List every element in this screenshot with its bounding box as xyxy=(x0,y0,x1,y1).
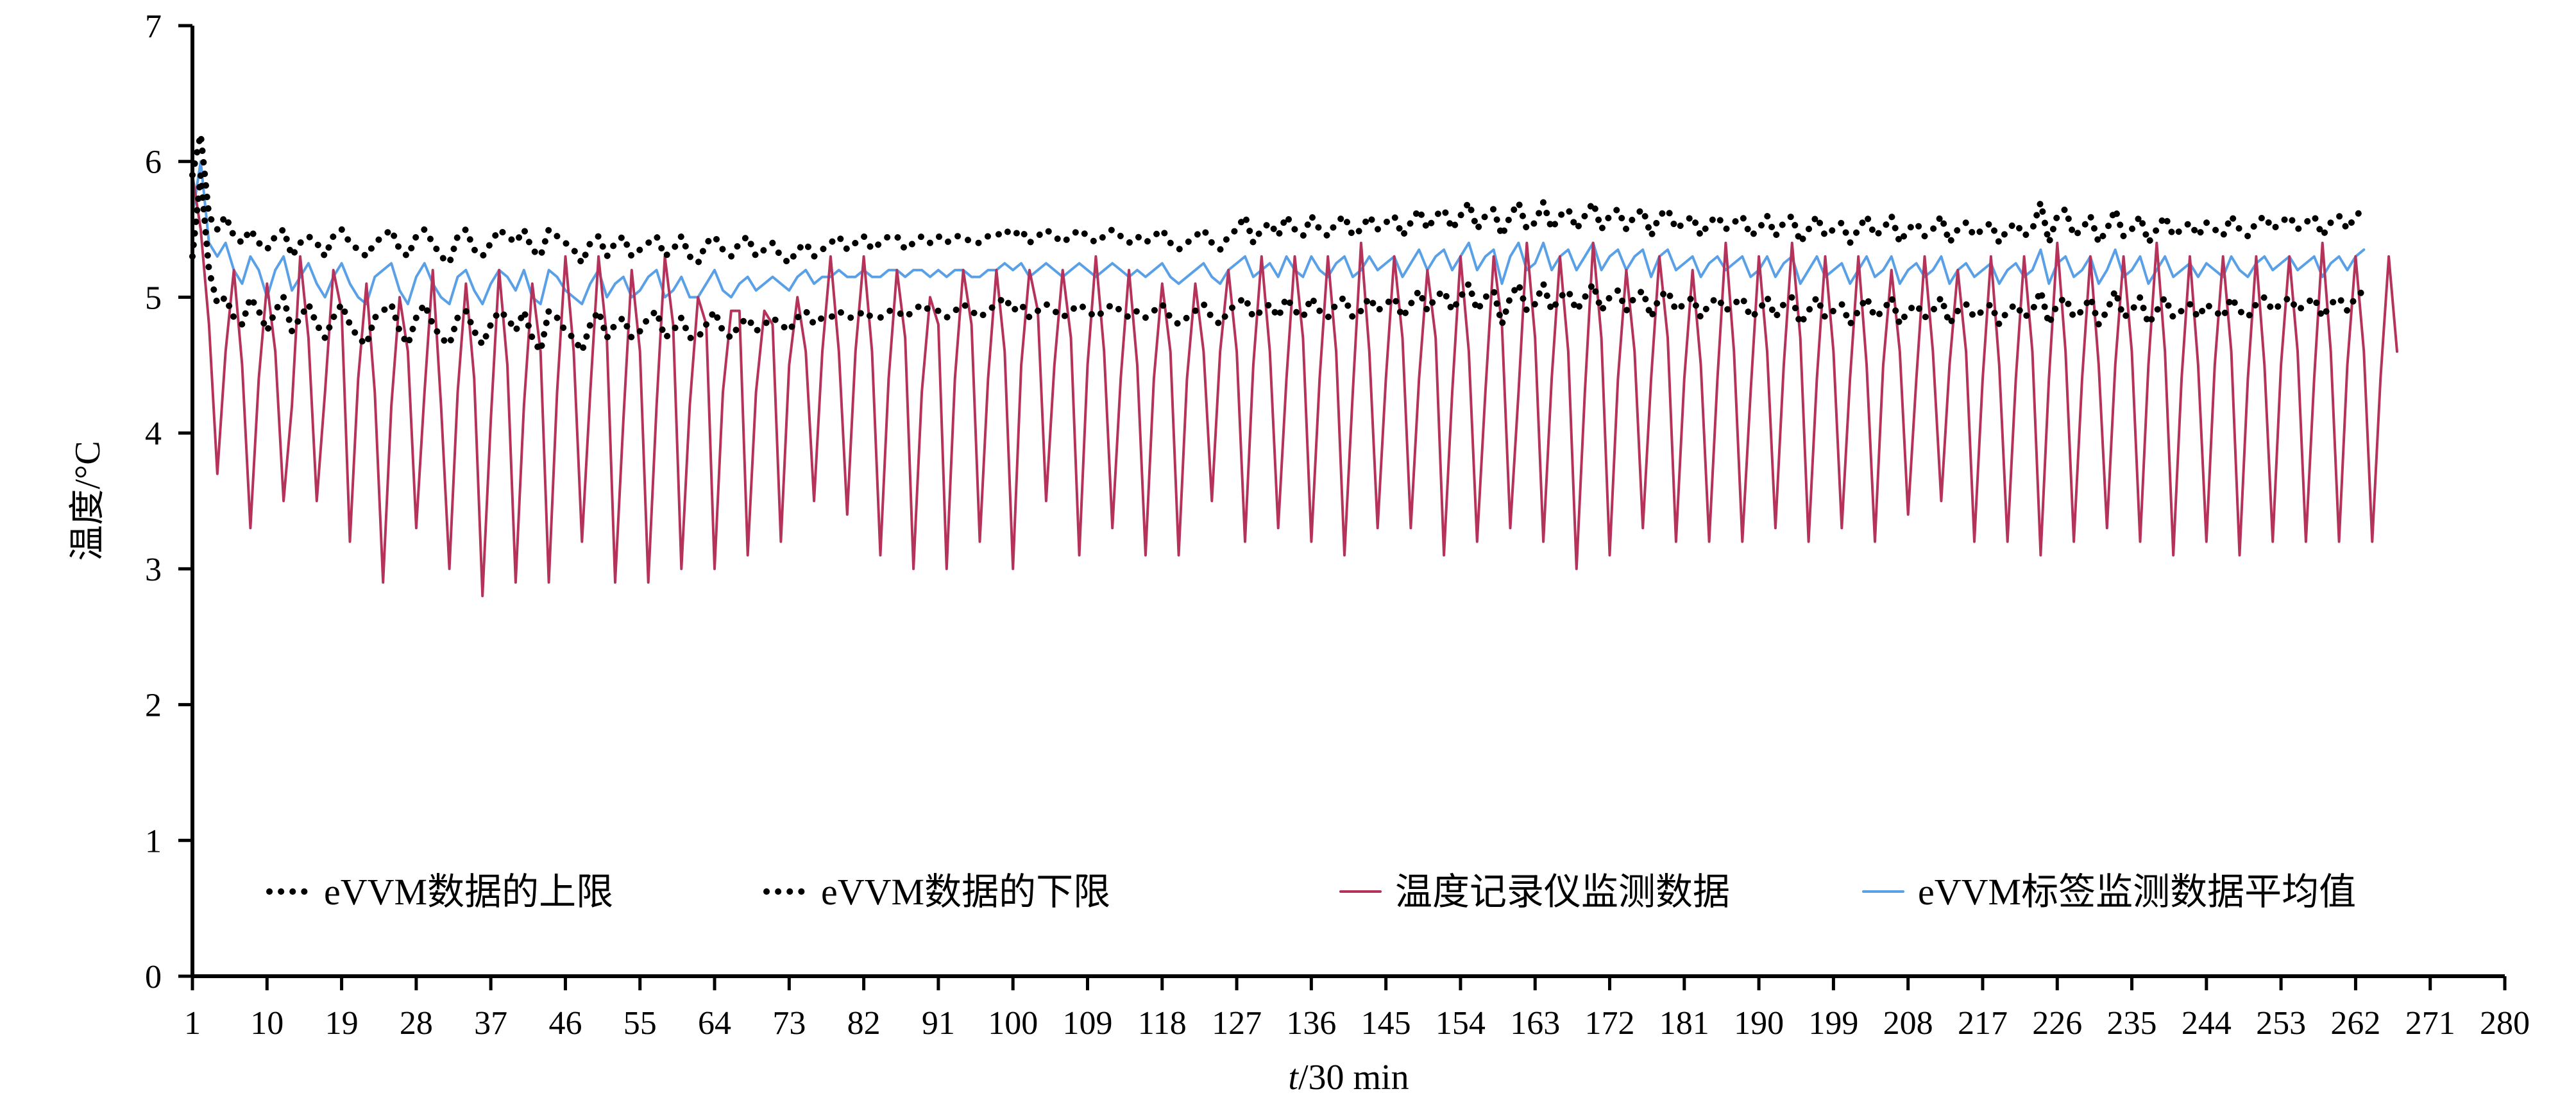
y-tick-label: 1 xyxy=(145,823,162,859)
y-ticks: 0 1 2 3 4 5 6 7 xyxy=(145,8,192,995)
series-line-1 xyxy=(189,131,2368,267)
x-tick-label: 55 xyxy=(623,1005,657,1042)
x-tick-label: 271 xyxy=(2405,1005,2455,1042)
x-tick-label: 145 xyxy=(1361,1005,1411,1042)
legend-label-2: eVVM数据的下限 xyxy=(821,871,1110,913)
y-tick-label: 4 xyxy=(145,416,162,452)
y-tick-label: 7 xyxy=(145,8,162,45)
x-tick-label: 262 xyxy=(2330,1005,2380,1042)
x-tick-label: 136 xyxy=(1286,1005,1336,1042)
x-tick-label: 244 xyxy=(2182,1005,2232,1042)
x-tick-label: 1 xyxy=(184,1005,201,1042)
x-tick-label: 163 xyxy=(1510,1005,1560,1042)
x-tick-label: 100 xyxy=(988,1005,1038,1042)
x-tick-label: 109 xyxy=(1062,1005,1112,1042)
x-tick-label: 181 xyxy=(1659,1005,1709,1042)
x-tick-label: 118 xyxy=(1138,1005,1187,1042)
x-tick-label: 73 xyxy=(772,1005,806,1042)
y-tick-label: 5 xyxy=(145,280,162,316)
x-tick-label: 226 xyxy=(2032,1005,2082,1042)
series-layer xyxy=(189,131,2398,598)
axes-layer xyxy=(191,26,2505,978)
x-axis-title: t/30 min xyxy=(1288,1058,1409,1097)
legend-label-1: eVVM数据的上限 xyxy=(324,871,613,913)
x-axis-title-variable: t xyxy=(1288,1058,1299,1097)
x-tick-label: 208 xyxy=(1883,1005,1933,1042)
x-tick-label: 190 xyxy=(1734,1005,1784,1042)
y-tick-label: 0 xyxy=(145,959,162,995)
series-line-4 xyxy=(191,160,2366,305)
x-tick-label: 37 xyxy=(474,1005,507,1042)
x-tick-label: 172 xyxy=(1585,1005,1635,1042)
legend-label-3: 温度记录仪监测数据 xyxy=(1395,871,1730,913)
y-tick-label: 2 xyxy=(145,688,162,724)
x-tick-label: 10 xyxy=(250,1005,284,1042)
y-axis-title: 温度/°C xyxy=(68,441,108,561)
legend: eVVM数据的上限 eVVM数据的下限 温度记录仪监测数据 eVVM标签监测数据平均值 xyxy=(266,871,2356,913)
x-tick-label: 19 xyxy=(325,1005,359,1042)
x-tick-label: 28 xyxy=(400,1005,433,1042)
x-tick-label: 217 xyxy=(1958,1005,2008,1042)
x-tick-label: 91 xyxy=(922,1005,955,1042)
x-tick-label: 235 xyxy=(2107,1005,2157,1042)
x-tick-label: 199 xyxy=(1808,1005,1858,1042)
x-tick-label: 46 xyxy=(548,1005,582,1042)
legend-label-4: eVVM标签监测数据平均值 xyxy=(1918,871,2356,913)
x-axis-title-unit: /30 min xyxy=(1298,1058,1409,1097)
x-ticks: 1 10 19 28 37 46 55 64 73 82 91 100 109 118 127 136 145 1… xyxy=(184,976,2530,1042)
y-tick-label: 6 xyxy=(145,144,162,181)
y-tick-label: 3 xyxy=(145,552,162,588)
x-tick-label: 280 xyxy=(2480,1005,2530,1042)
x-tick-label: 82 xyxy=(847,1005,881,1042)
x-tick-label: 253 xyxy=(2256,1005,2306,1042)
x-tick-label: 127 xyxy=(1212,1005,1262,1042)
x-tick-label: 154 xyxy=(1436,1005,1486,1042)
x-tick-label: 64 xyxy=(698,1005,731,1042)
series-line-3 xyxy=(191,173,2398,598)
